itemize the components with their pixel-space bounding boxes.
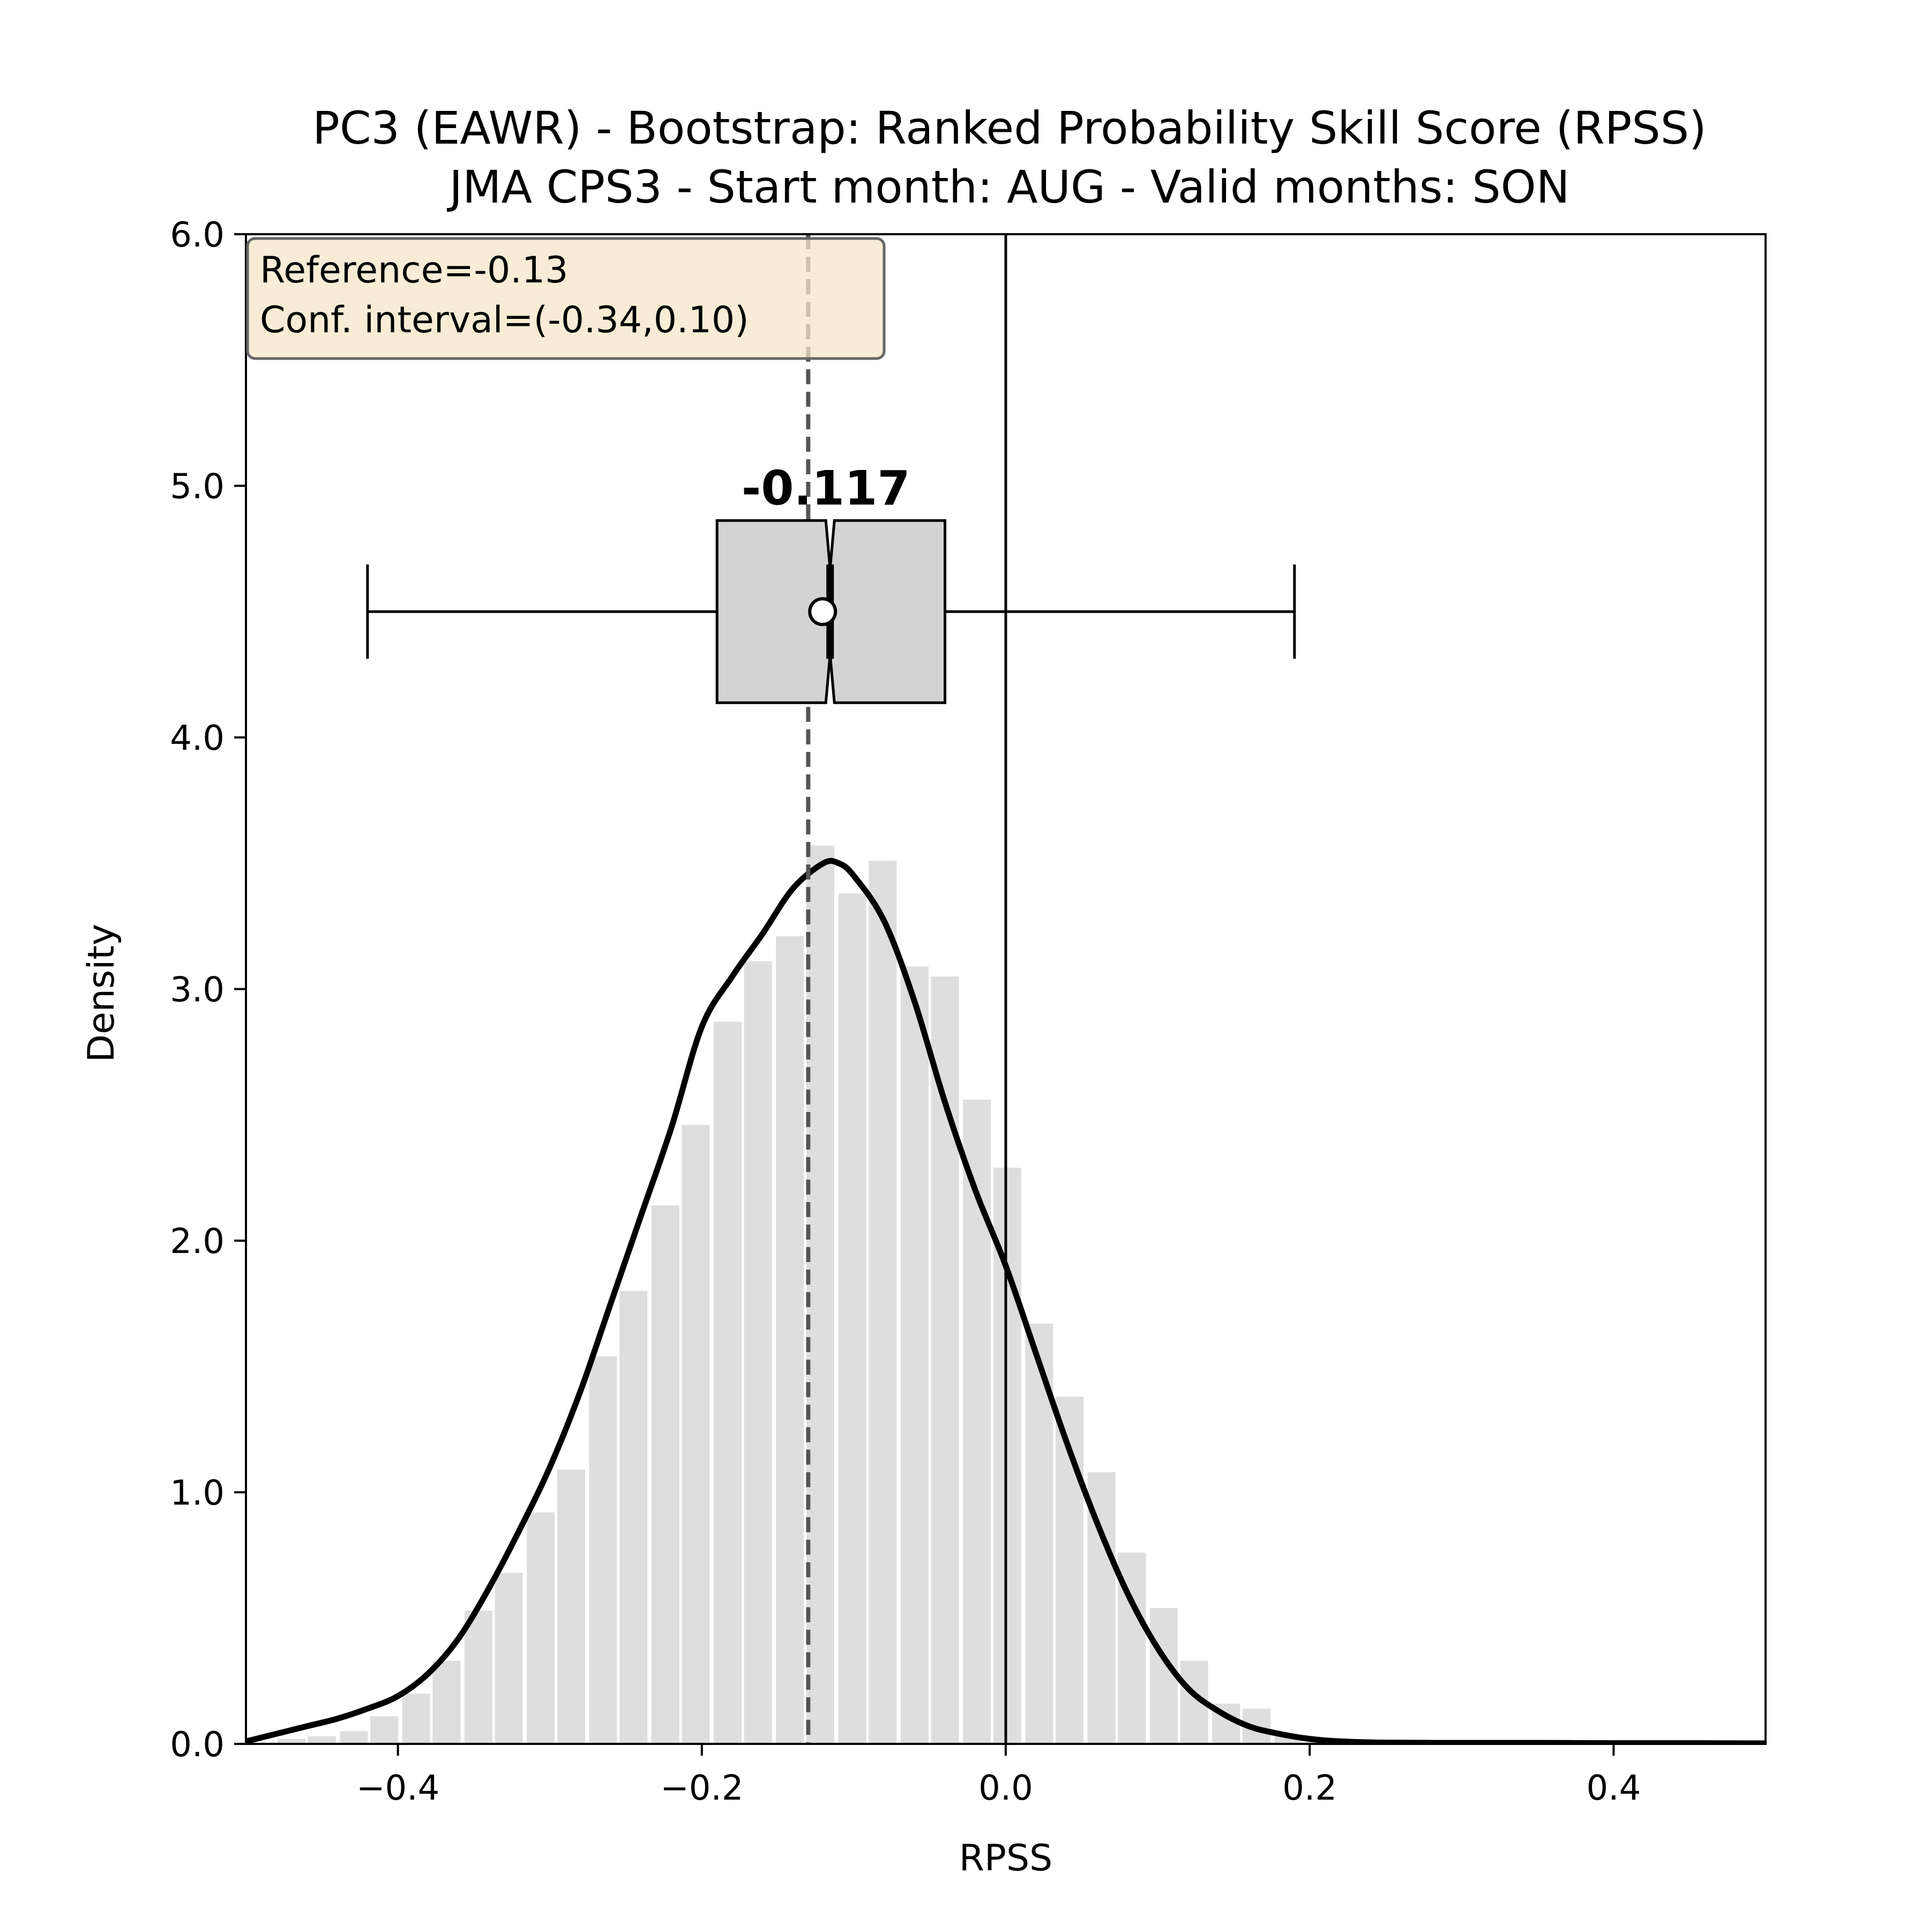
x-tick-label: 0.4 [1587, 1769, 1641, 1808]
y-tick-label: 2.0 [170, 1222, 225, 1262]
histogram-bars [278, 845, 1333, 1744]
histogram-bar [278, 1739, 306, 1744]
kde-curve [246, 857, 1766, 1744]
histogram-bar [744, 961, 772, 1744]
histogram-bar [557, 1469, 585, 1744]
boxplot-mean-marker [808, 597, 838, 626]
x-axis-ticks: −0.4 −0.2 0.0 0.2 0.4 [356, 1744, 1641, 1808]
info-box: Reference=-0.13 Conf. interval=(-0.34,0.… [246, 237, 886, 360]
y-tick-label: 1.0 [170, 1474, 225, 1513]
x-tick-label: 0.0 [978, 1769, 1033, 1808]
y-axis-label: Density [80, 924, 123, 1063]
x-tick-label: −0.4 [356, 1769, 439, 1808]
histogram-bar [619, 1291, 648, 1744]
chart-subtitle: JMA CPS3 - Start month: AUG - Valid mont… [446, 161, 1569, 213]
histogram-bar [495, 1572, 523, 1744]
histogram-bar [464, 1610, 492, 1744]
histogram-bar [963, 1100, 991, 1744]
histogram-bar [869, 861, 897, 1744]
histogram-bar [806, 845, 835, 1744]
histogram-bar [776, 936, 804, 1744]
kde-curve-layer [246, 857, 1766, 1744]
info-conf-interval-text: Conf. interval=(-0.34,0.10) [260, 299, 749, 341]
info-reference-text: Reference=-0.13 [260, 249, 568, 292]
histogram-bar [432, 1661, 461, 1744]
info-box-background [246, 237, 886, 360]
histogram-bar [340, 1731, 368, 1744]
y-tick-label: 5.0 [170, 467, 225, 507]
y-tick-label: 4.0 [170, 719, 225, 758]
histogram-bar [931, 976, 959, 1744]
reference-lines-layer [806, 234, 1007, 1744]
histogram-bar [308, 1736, 336, 1744]
histogram-bar [651, 1205, 679, 1744]
boxplot-box-right [828, 519, 947, 704]
histogram-bar [993, 1167, 1021, 1744]
y-tick-label: 0.0 [170, 1725, 225, 1765]
histogram-bar [682, 1125, 710, 1744]
boxplot-layer: -0.117 [366, 460, 1296, 704]
histogram-bar [1149, 1608, 1178, 1744]
y-axis-ticks: 0.0 1.0 2.0 3.0 4.0 5.0 6.0 [170, 215, 246, 1765]
x-tick-label: 0.2 [1282, 1769, 1337, 1808]
histogram-bar [589, 1356, 617, 1744]
histogram-bar [900, 966, 929, 1744]
y-tick-label: 3.0 [170, 971, 225, 1010]
histogram-bar [370, 1716, 399, 1744]
x-axis-label: RPSS [959, 1837, 1053, 1879]
chart-title: PC3 (EAWR) - Bootstrap: Ranked Probabili… [312, 102, 1707, 154]
histogram-bar [838, 893, 866, 1744]
y-tick-label: 6.0 [170, 215, 225, 255]
histogram-bar [402, 1694, 430, 1744]
histogram-bar [527, 1512, 555, 1744]
boxplot-median-label: -0.117 [742, 460, 910, 516]
x-tick-label: −0.2 [660, 1769, 743, 1808]
histogram-bar [713, 1021, 742, 1744]
